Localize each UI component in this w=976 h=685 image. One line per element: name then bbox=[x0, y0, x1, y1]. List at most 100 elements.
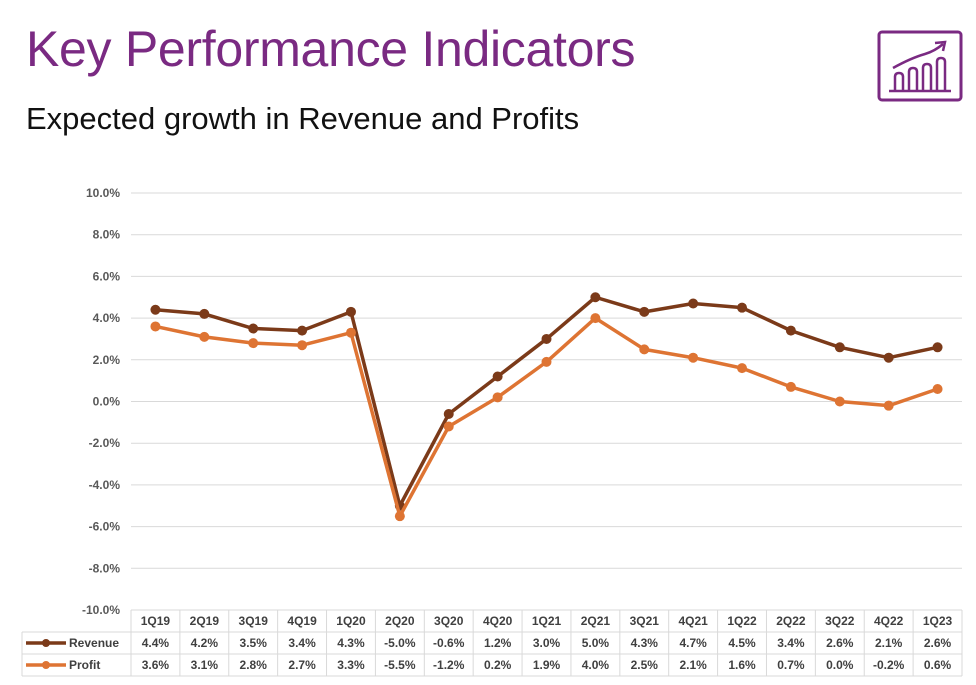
table-value-revenue: 3.4% bbox=[288, 636, 316, 650]
y-tick-label: -8.0% bbox=[89, 561, 121, 575]
data-point-profit bbox=[443, 421, 454, 432]
table-value-revenue: 4.3% bbox=[337, 636, 365, 650]
data-point-revenue bbox=[199, 308, 210, 319]
table-value-profit: 2.7% bbox=[288, 658, 316, 672]
data-point-revenue bbox=[639, 306, 650, 317]
data-point-revenue bbox=[150, 304, 161, 315]
data-point-revenue bbox=[785, 325, 796, 336]
table-value-revenue: 4.3% bbox=[631, 636, 659, 650]
table-value-profit: -1.2% bbox=[433, 658, 465, 672]
legend-marker-profit bbox=[42, 661, 50, 669]
data-point-revenue bbox=[492, 371, 503, 382]
x-category-label: 2Q21 bbox=[581, 614, 611, 628]
legend-marker-revenue bbox=[42, 639, 50, 647]
table-value-revenue: 1.2% bbox=[484, 636, 512, 650]
data-point-profit bbox=[345, 327, 356, 338]
table-value-revenue: 4.7% bbox=[679, 636, 707, 650]
y-tick-label: 6.0% bbox=[93, 269, 121, 283]
x-category-label: 1Q19 bbox=[141, 614, 171, 628]
x-category-label: 4Q22 bbox=[874, 614, 904, 628]
data-point-revenue bbox=[345, 306, 356, 317]
table-value-revenue: 4.5% bbox=[728, 636, 756, 650]
table-value-profit: 0.0% bbox=[826, 658, 854, 672]
table-value-revenue: -5.0% bbox=[384, 636, 416, 650]
table-value-profit: -5.5% bbox=[384, 658, 416, 672]
data-point-revenue bbox=[443, 409, 454, 420]
y-tick-label: 8.0% bbox=[93, 228, 121, 242]
x-category-label: 2Q20 bbox=[385, 614, 415, 628]
y-tick-label: 10.0% bbox=[86, 186, 120, 200]
data-point-profit bbox=[932, 383, 943, 394]
legend-label-revenue: Revenue bbox=[69, 636, 119, 650]
data-point-profit bbox=[199, 331, 210, 342]
x-category-label: 3Q22 bbox=[825, 614, 855, 628]
y-tick-label: 2.0% bbox=[93, 353, 121, 367]
table-value-revenue: 3.0% bbox=[533, 636, 561, 650]
table-value-revenue: 3.5% bbox=[240, 636, 268, 650]
table-value-profit: 3.6% bbox=[142, 658, 170, 672]
data-point-profit bbox=[297, 340, 308, 351]
data-point-profit bbox=[883, 400, 894, 411]
data-point-profit bbox=[834, 396, 845, 407]
data-point-profit bbox=[150, 321, 161, 332]
data-point-revenue bbox=[737, 302, 748, 313]
data-point-profit bbox=[541, 356, 552, 367]
table-value-revenue: 3.4% bbox=[777, 636, 805, 650]
x-category-label: 3Q20 bbox=[434, 614, 464, 628]
data-point-profit bbox=[394, 511, 405, 522]
x-category-label: 1Q21 bbox=[532, 614, 562, 628]
y-tick-label: -4.0% bbox=[89, 478, 121, 492]
x-category-label: 4Q20 bbox=[483, 614, 513, 628]
x-category-label: 3Q21 bbox=[630, 614, 660, 628]
table-value-revenue: -0.6% bbox=[433, 636, 465, 650]
table-value-profit: 2.1% bbox=[679, 658, 707, 672]
data-point-revenue bbox=[590, 292, 601, 303]
x-category-label: 2Q19 bbox=[190, 614, 220, 628]
data-point-profit bbox=[737, 363, 748, 374]
data-point-revenue bbox=[541, 333, 552, 344]
data-point-revenue bbox=[248, 323, 259, 334]
table-value-revenue: 4.4% bbox=[142, 636, 170, 650]
y-tick-label: -2.0% bbox=[89, 436, 121, 450]
y-tick-label: -6.0% bbox=[89, 520, 121, 534]
table-value-profit: 1.9% bbox=[533, 658, 561, 672]
table-value-revenue: 2.6% bbox=[826, 636, 854, 650]
table-value-profit: 2.5% bbox=[631, 658, 659, 672]
data-point-profit bbox=[248, 338, 259, 349]
table-value-revenue: 2.6% bbox=[924, 636, 952, 650]
x-category-label: 1Q23 bbox=[923, 614, 953, 628]
x-category-label: 1Q22 bbox=[727, 614, 757, 628]
table-value-profit: 2.8% bbox=[240, 658, 268, 672]
table-value-profit: 1.6% bbox=[728, 658, 756, 672]
legend-label-profit: Profit bbox=[69, 658, 100, 672]
table-value-profit: 0.2% bbox=[484, 658, 512, 672]
data-point-revenue bbox=[297, 325, 308, 336]
page-title: Key Performance Indicators bbox=[26, 21, 636, 77]
data-point-profit bbox=[590, 313, 601, 324]
table-value-profit: 3.1% bbox=[191, 658, 219, 672]
data-point-profit bbox=[639, 344, 650, 355]
table-value-revenue: 4.2% bbox=[191, 636, 219, 650]
data-point-profit bbox=[492, 392, 503, 403]
x-category-label: 3Q19 bbox=[239, 614, 269, 628]
table-value-profit: 0.7% bbox=[777, 658, 805, 672]
x-category-label: 4Q19 bbox=[287, 614, 317, 628]
x-category-label: 1Q20 bbox=[336, 614, 366, 628]
x-category-label: 4Q21 bbox=[678, 614, 708, 628]
y-tick-label: -10.0% bbox=[82, 603, 120, 617]
table-value-revenue: 2.1% bbox=[875, 636, 903, 650]
data-point-revenue bbox=[932, 342, 943, 353]
page-subtitle: Expected growth in Revenue and Profits bbox=[26, 101, 580, 136]
data-point-revenue bbox=[688, 298, 699, 309]
growth-chart-icon bbox=[877, 30, 963, 102]
table-value-profit: 3.3% bbox=[337, 658, 365, 672]
table-value-profit: -0.2% bbox=[873, 658, 905, 672]
table-value-revenue: 5.0% bbox=[582, 636, 610, 650]
data-point-revenue bbox=[834, 342, 845, 353]
y-tick-label: 0.0% bbox=[93, 395, 121, 409]
y-tick-label: 4.0% bbox=[93, 311, 121, 325]
table-value-profit: 4.0% bbox=[582, 658, 610, 672]
data-point-profit bbox=[785, 381, 796, 392]
series-line-profit bbox=[153, 316, 940, 518]
